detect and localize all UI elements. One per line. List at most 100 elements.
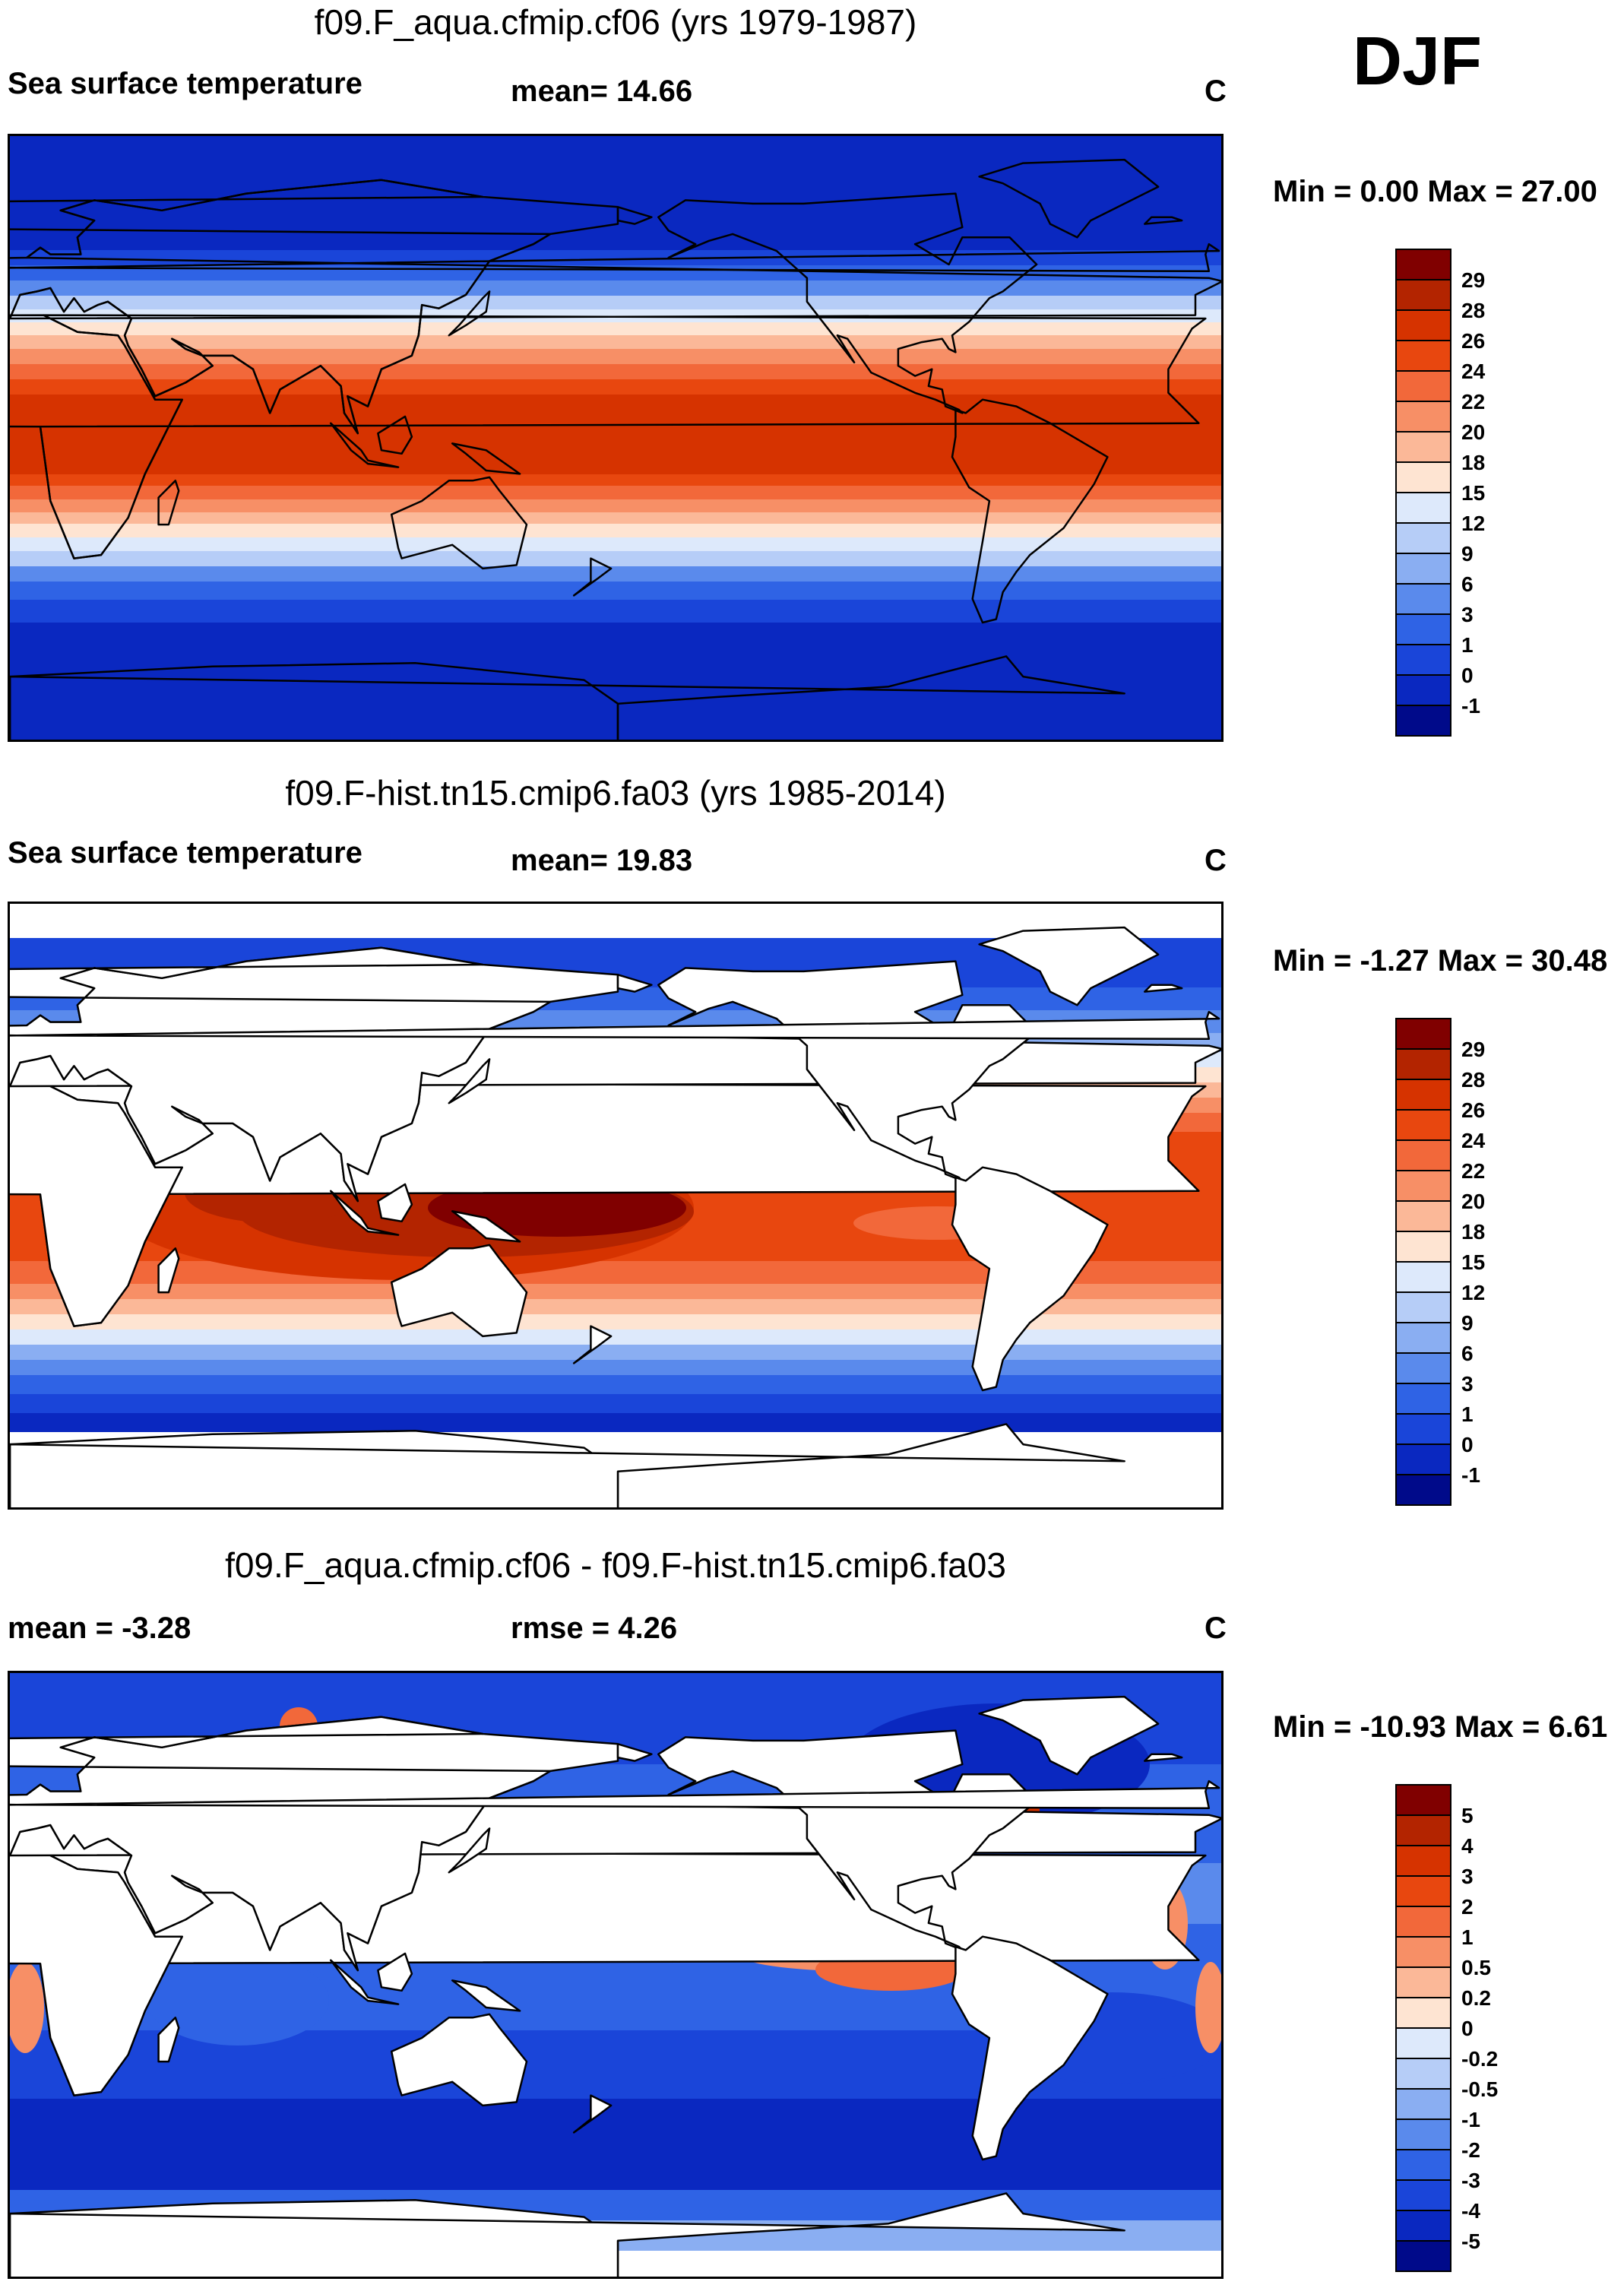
diff-colorbar-tick-label: 4 [1461, 1834, 1474, 1858]
sst-colorbar-swatch [1395, 340, 1451, 372]
sst-colorbar-swatch [1395, 1170, 1451, 1202]
sst-colorbar-swatch [1395, 1443, 1451, 1475]
sst-colorbar-tick-label: 29 [1461, 268, 1485, 292]
diff-colorbar-tick-label: 5 [1461, 1804, 1474, 1827]
sst-colorbar-tick-label: 28 [1461, 299, 1485, 322]
sst-colorbar-swatch [1395, 1200, 1451, 1232]
sst-colorbar-tick-label: 6 [1461, 572, 1474, 596]
sst-colorbar-swatch [1395, 522, 1451, 554]
diff-colorbar-tick-label: 2 [1461, 1895, 1474, 1919]
panel-1-title: f09.F_aqua.cfmip.cf06 (yrs 1979-1987) [314, 2, 917, 42]
panel-3-mean-label: mean = -3.28 [8, 1611, 192, 1645]
sst-colorbar-tick-label: 20 [1461, 1190, 1485, 1213]
diff-colorbar-tick-label: 1 [1461, 1925, 1474, 1949]
sst-colorbar-tick-label: 1 [1461, 1402, 1474, 1426]
sst-colorbar-swatch [1395, 370, 1451, 402]
panel-1-minmax: Min = 0.00 Max = 27.00 [1273, 175, 1597, 208]
sst-colorbar-swatch [1395, 309, 1451, 341]
sst-colorbar-swatch [1395, 674, 1451, 706]
sst-colorbar-swatch [1395, 1291, 1451, 1323]
panel-1-units: C [1205, 74, 1227, 108]
sst-colorbar-tick-label: 24 [1461, 360, 1486, 383]
diff-colorbar-tick-label: 3 [1461, 1865, 1474, 1888]
sst-colorbar-tick-label: 28 [1461, 1068, 1485, 1092]
sst-colorbar-swatch [1395, 1139, 1451, 1171]
diff-colorbar-swatch [1395, 1845, 1451, 1877]
diff-colorbar-tick-label: -2 [1461, 2138, 1480, 2162]
land-mask [10, 1695, 1221, 2277]
sst-colorbar-swatch [1395, 1352, 1451, 1384]
sst-colorbar-swatch [1395, 249, 1451, 280]
diff-colorbar-tick-label: -1 [1461, 2108, 1480, 2131]
diff-colorbar-swatch [1395, 1784, 1451, 1816]
sst-colorbar-tick-label: 18 [1461, 1220, 1485, 1244]
sst-colorbar-tick-label: 15 [1461, 481, 1485, 505]
sst-colorbar-tick-label: 3 [1461, 1372, 1474, 1396]
sst-colorbar-tick-label: 9 [1461, 1311, 1474, 1335]
sst-colorbar-tick-label: 29 [1461, 1038, 1485, 1061]
sst-colorbar-swatch [1395, 553, 1451, 585]
coastline-overlay [10, 158, 1221, 740]
diff-colorbar-tick-label: -4 [1461, 2199, 1480, 2223]
sst-colorbar-tick-label: 3 [1461, 603, 1474, 626]
land-mask [10, 926, 1221, 1507]
diff-colorbar-tick-label: 0 [1461, 2017, 1474, 2040]
sst-colorbar-swatch [1395, 279, 1451, 311]
sst-colorbar-swatch [1395, 644, 1451, 676]
panel-3-title: f09.F_aqua.cfmip.cf06 - f09.F-hist.tn15.… [225, 1545, 1006, 1585]
panel-2-variable-label: Sea surface temperature [8, 836, 362, 870]
diff-colorbar-swatch [1395, 2118, 1451, 2150]
panel-2-map [8, 902, 1224, 1510]
panel-1-colorbar: 29 28 26 24 22 20 18 15 12 9 6 3 1 0 -1 [1395, 249, 1548, 740]
panel-2-mean-label: mean= 19.83 [511, 844, 693, 877]
sst-colorbar-tick-label: 0 [1461, 1433, 1474, 1456]
sst-colorbar-swatch [1395, 1413, 1451, 1445]
diff-colorbar-swatch [1395, 1814, 1451, 1846]
diff-colorbar-swatch [1395, 2149, 1451, 2181]
sst-colorbar-swatch [1395, 492, 1451, 524]
diff-colorbar-swatch [1395, 1875, 1451, 1907]
sst-colorbar-tick-label: -1 [1461, 694, 1480, 718]
sst-colorbar-tick-label: 6 [1461, 1342, 1474, 1365]
sst-colorbar-swatch [1395, 1048, 1451, 1080]
diff-colorbar-swatch [1395, 2240, 1451, 2272]
sst-colorbar-tick-label: 22 [1461, 1159, 1485, 1183]
panel-3-map [8, 1671, 1224, 2279]
sst-colorbar-tick-label: 0 [1461, 664, 1474, 687]
sst-colorbar-swatch [1395, 1474, 1451, 1506]
diff-colorbar-swatch [1395, 1997, 1451, 2029]
sst-colorbar-tick-label: 26 [1461, 329, 1485, 353]
panel-1-mean-label: mean= 14.66 [511, 74, 693, 108]
diff-colorbar-swatch [1395, 2027, 1451, 2059]
panel-2-title: f09.F-hist.tn15.cmip6.fa03 (yrs 1985-201… [285, 773, 946, 813]
panel-2-colorbar: 29 28 26 24 22 20 18 15 12 9 6 3 1 0 -1 [1395, 1018, 1548, 1509]
diff-colorbar-swatch [1395, 2058, 1451, 2090]
sst-colorbar-swatch [1395, 401, 1451, 433]
panel-1-map [8, 134, 1224, 742]
sst-colorbar-tick-label: 15 [1461, 1250, 1485, 1274]
sst-colorbar-swatch [1395, 461, 1451, 493]
sst-colorbar-swatch [1395, 431, 1451, 463]
season-label: DJF [1353, 24, 1483, 100]
panel-2-units: C [1205, 844, 1227, 877]
diff-colorbar-swatch [1395, 1966, 1451, 1998]
sst-colorbar-tick-label: 1 [1461, 633, 1474, 657]
sst-colorbar-tick-label: 18 [1461, 451, 1485, 474]
diff-colorbar-tick-label: -5 [1461, 2229, 1480, 2253]
sst-colorbar-swatch [1395, 613, 1451, 645]
diff-colorbar-swatch [1395, 2179, 1451, 2211]
sst-colorbar-tick-label: 12 [1461, 512, 1485, 535]
panel-1-variable-label: Sea surface temperature [8, 67, 362, 100]
diff-colorbar-tick-label: 0.2 [1461, 1986, 1491, 2010]
panel-3-rmse-label: rmse = 4.26 [511, 1611, 678, 1645]
diff-colorbar-swatch [1395, 2088, 1451, 2120]
sst-colorbar-tick-label: 20 [1461, 420, 1485, 444]
sst-colorbar-tick-label: 12 [1461, 1281, 1485, 1304]
panel-3-minmax: Min = -10.93 Max = 6.61 [1273, 1710, 1608, 1744]
panel-3-colorbar: 5 4 3 2 1 0.5 0.2 0 -0.2 -0.5 -1 -2 -3 -4 -5 [1395, 1784, 1548, 2275]
sst-colorbar-tick-label: 24 [1461, 1129, 1486, 1152]
diff-colorbar-tick-label: -0.2 [1461, 2047, 1498, 2071]
sst-colorbar-swatch [1395, 1261, 1451, 1293]
sst-colorbar-tick-label: 9 [1461, 542, 1474, 566]
sst-colorbar-swatch [1395, 705, 1451, 737]
